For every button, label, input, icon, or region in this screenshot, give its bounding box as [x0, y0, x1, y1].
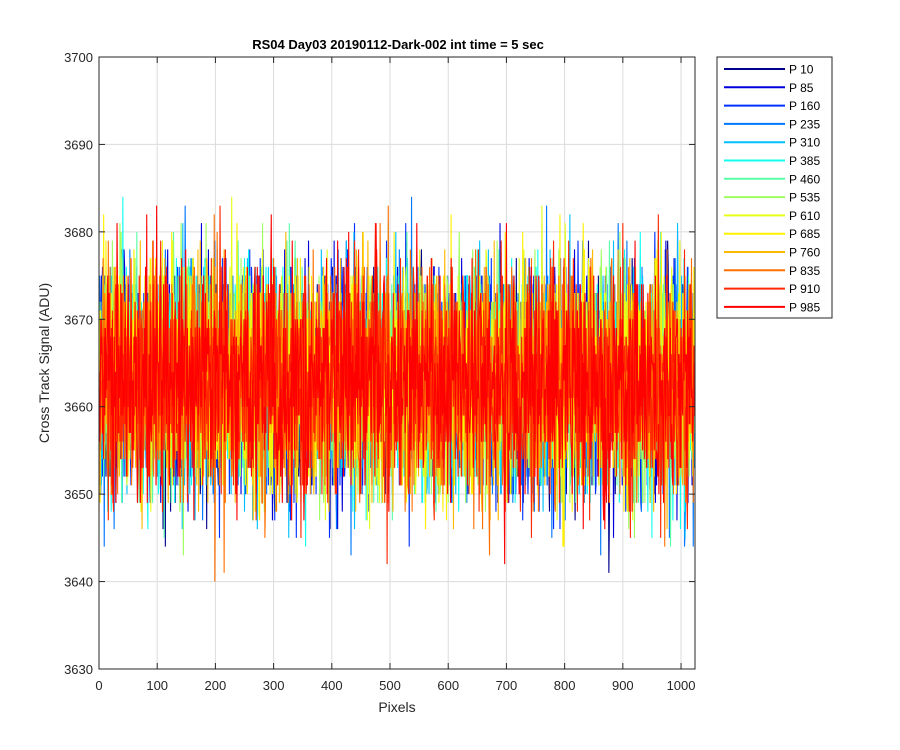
legend-label: P 535	[789, 191, 820, 205]
legend-label: P 760	[789, 246, 820, 260]
legend-label: P 460	[789, 172, 820, 186]
x-tick-label: 500	[379, 678, 401, 693]
x-tick-label: 0	[95, 678, 102, 693]
x-tick-label: 300	[263, 678, 285, 693]
series-line	[98, 205, 695, 565]
y-tick-label: 3630	[64, 662, 93, 677]
x-tick-label: 200	[205, 678, 227, 693]
plot-frame	[98, 56, 696, 670]
x-tick-label: 800	[554, 678, 576, 693]
x-tick-label: 400	[321, 678, 343, 693]
x-tick-label: 900	[612, 678, 634, 693]
legend-label: P 835	[789, 264, 820, 278]
legend-label: P 385	[789, 154, 820, 168]
y-tick-label: 3700	[64, 50, 93, 65]
y-tick-label: 3680	[64, 225, 93, 240]
y-tick-label: 3690	[64, 137, 93, 152]
y-axis: 3630 3640 3650 3660 3670 3680 3690 3700	[64, 50, 695, 677]
x-axis: 0 100 200 300 400 500 600 700 800 900 1000	[95, 57, 695, 693]
legend-label: P 910	[789, 282, 820, 296]
y-tick-label: 3650	[64, 487, 93, 502]
series-layer	[98, 196, 695, 582]
legend-label: P 610	[789, 209, 820, 223]
legend-label: P 10	[789, 63, 814, 77]
chart-title: RS04 Day03 20190112-Dark-002 int time = …	[252, 37, 544, 52]
x-tick-label: 600	[437, 678, 459, 693]
legend-label: P 685	[789, 227, 820, 241]
legend-label: P 235	[789, 117, 820, 131]
legend-label: P 310	[789, 136, 820, 150]
y-tick-label: 3640	[64, 575, 93, 590]
y-tick-label: 3660	[64, 400, 93, 415]
x-tick-label: 100	[146, 678, 168, 693]
x-axis-label: Pixels	[378, 699, 415, 715]
x-tick-label: 1000	[667, 678, 696, 693]
legend-label: P 160	[789, 99, 820, 113]
y-axis-label: Cross Track Signal (ADU)	[36, 283, 52, 443]
x-tick-label: 700	[496, 678, 518, 693]
legend: P 10 P 85 P 160 P 235 P 310 P 385 P 460 P 535 P …	[716, 56, 833, 319]
legend-box	[716, 56, 833, 319]
y-tick-label: 3670	[64, 312, 93, 327]
legend-label: P 985	[789, 300, 820, 314]
legend-label: P 85	[789, 81, 814, 95]
